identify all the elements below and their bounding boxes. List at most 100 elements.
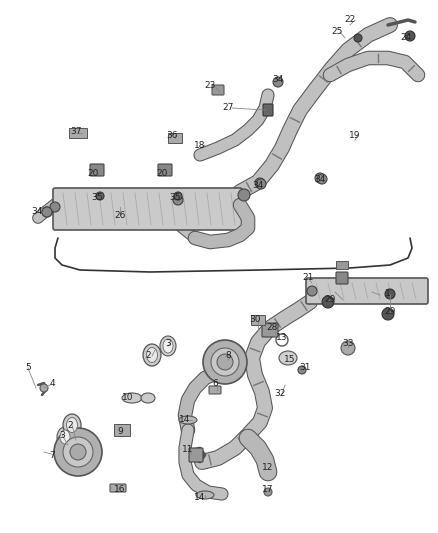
Circle shape — [50, 202, 60, 212]
FancyBboxPatch shape — [263, 104, 273, 116]
Circle shape — [173, 195, 183, 205]
Ellipse shape — [143, 344, 161, 366]
Bar — [336, 261, 348, 269]
Text: 34: 34 — [31, 207, 42, 216]
Text: 7: 7 — [49, 450, 55, 459]
Circle shape — [203, 340, 247, 384]
Circle shape — [255, 178, 265, 188]
Text: 34: 34 — [272, 76, 284, 85]
Text: 37: 37 — [70, 127, 82, 136]
Text: 9: 9 — [117, 427, 123, 437]
Circle shape — [307, 286, 317, 296]
FancyBboxPatch shape — [189, 448, 203, 462]
Text: 20: 20 — [87, 168, 99, 177]
Ellipse shape — [279, 351, 297, 365]
Text: 2: 2 — [145, 351, 151, 360]
Text: 12: 12 — [262, 464, 274, 472]
Circle shape — [273, 77, 283, 87]
Ellipse shape — [146, 348, 158, 362]
Text: 5: 5 — [25, 364, 31, 373]
Circle shape — [405, 31, 415, 41]
Text: 34: 34 — [252, 182, 264, 190]
Text: 27: 27 — [223, 103, 234, 112]
Text: 34: 34 — [314, 175, 326, 184]
Text: 35: 35 — [91, 193, 103, 203]
Text: 8: 8 — [225, 351, 231, 360]
Circle shape — [63, 437, 93, 467]
FancyBboxPatch shape — [212, 85, 224, 95]
Text: 24: 24 — [400, 33, 412, 42]
Circle shape — [238, 189, 250, 201]
Circle shape — [42, 207, 52, 217]
Bar — [251, 315, 265, 325]
Text: 23: 23 — [204, 80, 215, 90]
Ellipse shape — [179, 416, 197, 424]
Circle shape — [211, 348, 239, 376]
FancyBboxPatch shape — [336, 272, 348, 284]
Ellipse shape — [122, 393, 142, 403]
Text: 17: 17 — [262, 486, 274, 495]
Circle shape — [174, 192, 182, 200]
FancyBboxPatch shape — [53, 188, 242, 230]
Text: 2: 2 — [67, 421, 73, 430]
Circle shape — [40, 384, 48, 392]
Text: 6: 6 — [212, 379, 218, 389]
Text: 1: 1 — [385, 288, 391, 297]
Ellipse shape — [141, 393, 155, 403]
Text: 26: 26 — [114, 211, 126, 220]
FancyBboxPatch shape — [306, 278, 428, 304]
Text: 19: 19 — [349, 131, 361, 140]
Circle shape — [317, 174, 327, 184]
Text: 36: 36 — [166, 131, 178, 140]
Ellipse shape — [160, 336, 176, 356]
Circle shape — [256, 179, 266, 189]
Ellipse shape — [196, 491, 214, 499]
Bar — [114, 424, 130, 436]
Text: 31: 31 — [299, 364, 311, 373]
FancyBboxPatch shape — [110, 484, 126, 492]
Circle shape — [315, 173, 325, 183]
Text: 29: 29 — [384, 308, 396, 317]
Text: 29: 29 — [324, 295, 336, 304]
Circle shape — [298, 366, 306, 374]
Text: 32: 32 — [274, 390, 286, 399]
Ellipse shape — [60, 430, 70, 444]
Text: 14: 14 — [179, 416, 191, 424]
Circle shape — [322, 296, 334, 308]
Text: 20: 20 — [156, 168, 168, 177]
Text: 33: 33 — [342, 340, 354, 349]
Text: 11: 11 — [182, 446, 194, 455]
Text: 4: 4 — [49, 379, 55, 389]
Text: 18: 18 — [194, 141, 206, 149]
Circle shape — [341, 341, 355, 355]
Ellipse shape — [163, 339, 173, 353]
Circle shape — [354, 34, 362, 42]
Circle shape — [217, 354, 233, 370]
Circle shape — [96, 192, 104, 200]
Circle shape — [385, 289, 395, 299]
Circle shape — [54, 428, 102, 476]
Circle shape — [70, 444, 86, 460]
Text: 3: 3 — [165, 340, 171, 349]
Circle shape — [382, 308, 394, 320]
Text: 35: 35 — [169, 193, 181, 203]
Text: 14: 14 — [194, 492, 206, 502]
Text: 15: 15 — [284, 356, 296, 365]
Ellipse shape — [67, 417, 78, 432]
Circle shape — [42, 207, 52, 217]
Text: 3: 3 — [59, 431, 65, 440]
Text: 25: 25 — [331, 28, 343, 36]
Text: 28: 28 — [266, 324, 278, 333]
FancyBboxPatch shape — [209, 386, 221, 394]
Ellipse shape — [63, 414, 81, 436]
Text: 16: 16 — [114, 486, 126, 495]
Text: 10: 10 — [122, 393, 134, 402]
FancyBboxPatch shape — [262, 323, 278, 337]
Text: 13: 13 — [276, 334, 288, 343]
FancyBboxPatch shape — [158, 164, 172, 176]
Ellipse shape — [57, 427, 73, 447]
Bar — [69, 128, 87, 138]
Circle shape — [264, 488, 272, 496]
Text: 22: 22 — [344, 15, 356, 25]
FancyBboxPatch shape — [90, 164, 104, 176]
